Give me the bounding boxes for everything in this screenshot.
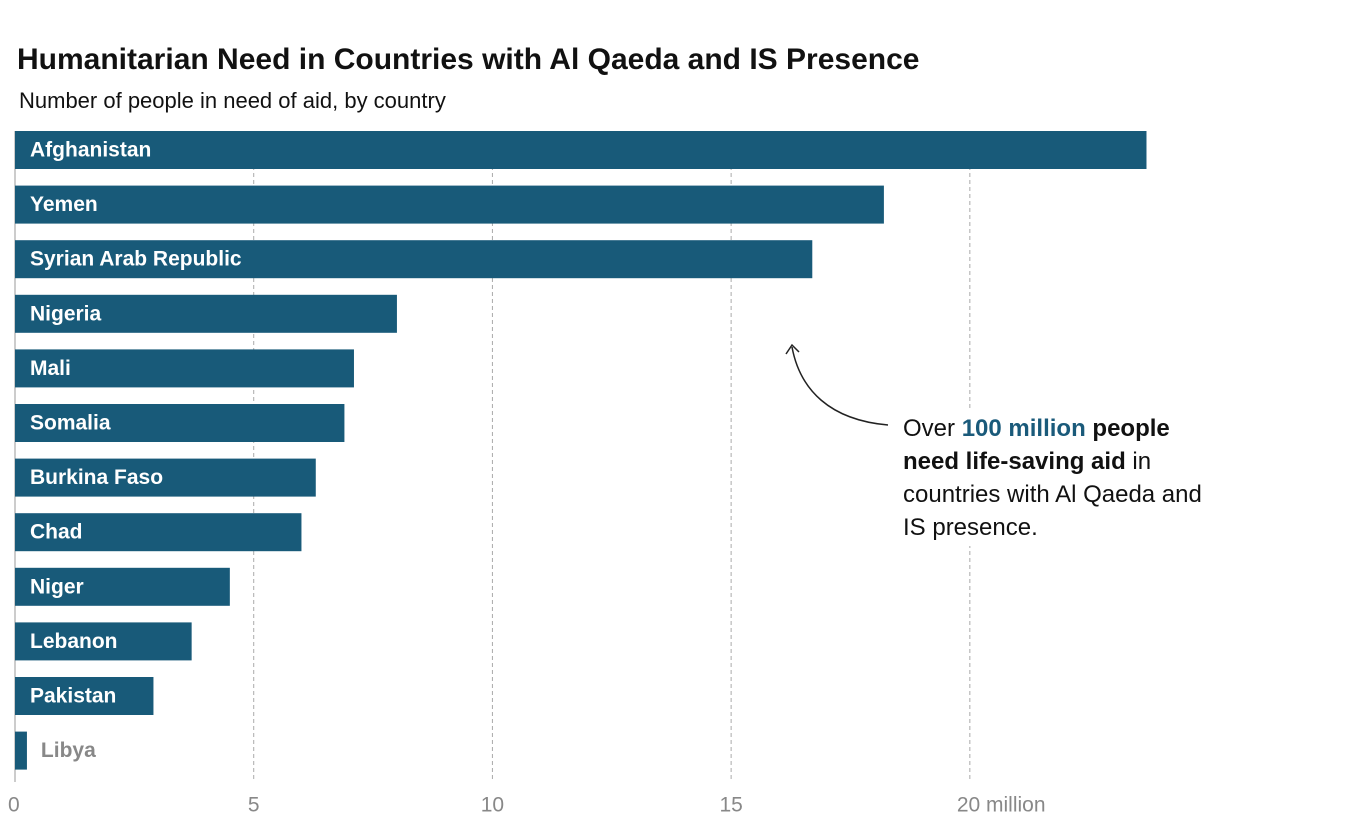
bars: Afghanistan Yemen Syrian Arab Republic Nige…: [15, 131, 1147, 770]
bar: [15, 731, 27, 770]
bar: [15, 513, 302, 552]
bar-label: Niger: [30, 575, 84, 598]
bar: [15, 240, 813, 279]
bar-label: Mali: [30, 357, 71, 380]
bar: [15, 349, 354, 388]
bar-label: Syrian Arab Republic: [30, 248, 242, 271]
bar: [15, 294, 397, 333]
bar: [15, 567, 230, 606]
bar: [15, 131, 1147, 169]
x-tick-label: 10: [481, 794, 504, 817]
bar-label: Libya: [41, 739, 96, 762]
x-tick-label: 0: [8, 794, 20, 817]
bar: [15, 185, 884, 224]
bar-label: Somalia: [30, 412, 111, 435]
annotation-arrowhead: [785, 343, 800, 355]
bar: [15, 458, 316, 497]
annotation-text: 100 million: [961, 415, 1086, 442]
annotation: Over 100 million people need life-saving…: [896, 410, 1210, 546]
x-tick-label: 5: [248, 794, 260, 817]
bar: [15, 622, 192, 661]
grid: 0 5 10 15 20 million: [8, 131, 1046, 817]
x-tick-label: 20 million: [957, 794, 1046, 817]
bar-label: Pakistan: [30, 685, 116, 708]
annotation-text: in countries with Al Qaeda and IS presen…: [903, 448, 1202, 541]
bar-label: Chad: [30, 521, 83, 544]
bar-label: Burkina Faso: [30, 466, 163, 489]
bar-label: Lebanon: [30, 630, 118, 653]
bar-label: Afghanistan: [30, 139, 151, 162]
annotation-text: people need life-saving aid: [903, 415, 1170, 475]
annotation-arrow: [791, 346, 889, 426]
bar-label: Nigeria: [30, 302, 102, 325]
bar: [15, 404, 345, 442]
bar: [15, 677, 154, 715]
chart-subtitle: Number of people in need of aid, by coun…: [19, 88, 446, 113]
annotation-text: Over: [903, 415, 962, 442]
x-tick-label: 15: [719, 794, 742, 817]
chart-title: Humanitarian Need in Countries with Al Q…: [17, 43, 919, 76]
bar-label: Yemen: [30, 193, 98, 216]
